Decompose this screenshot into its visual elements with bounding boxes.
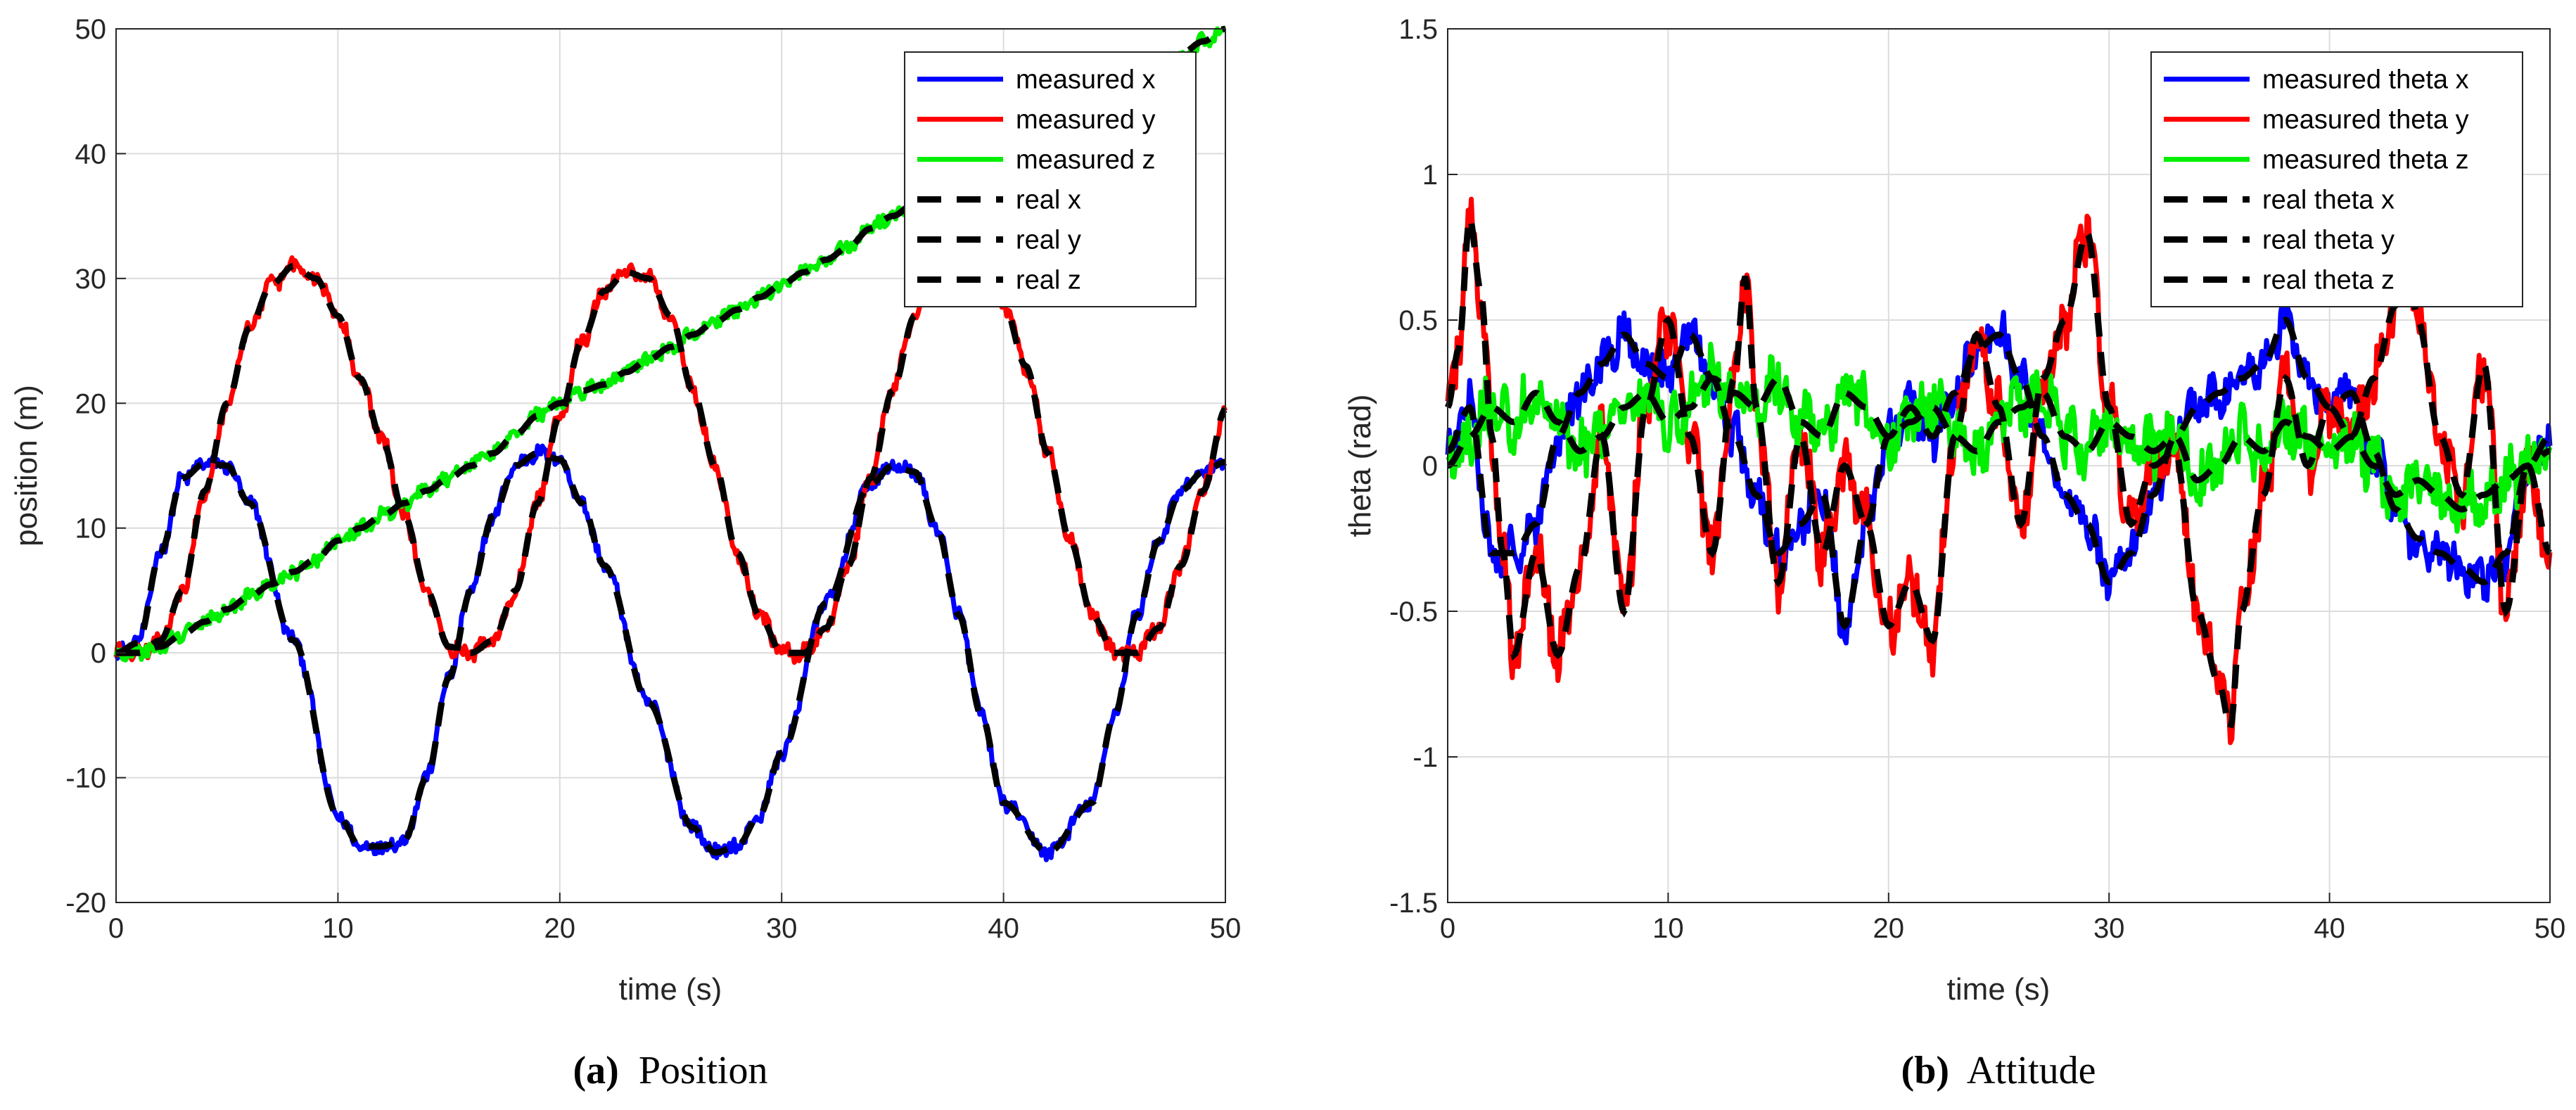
y-tick-label: -1 <box>1413 742 1438 773</box>
x-tick-label: 40 <box>2314 913 2345 944</box>
legend-a: measured x measured y measured z real x real… <box>904 51 1197 307</box>
x-tick-label: 50 <box>1210 913 1242 944</box>
y-tick-label: 40 <box>75 139 107 170</box>
y-tick-label: -0.5 <box>1389 597 1438 627</box>
x-tick-label: 10 <box>322 913 354 944</box>
ticks-a: 0 10 20 30 40 50 -20 -10 0 10 20 30 40 50 <box>65 14 1241 944</box>
y-tick-label: 1 <box>1422 160 1438 191</box>
y-tick-label: 0.5 <box>1398 305 1438 336</box>
xlabel-a: time (s) <box>619 972 722 1007</box>
legend-label: measured theta x <box>2262 65 2469 95</box>
series-line-real-z <box>116 25 1226 656</box>
legend-label: real z <box>1016 266 1081 295</box>
legend-box <box>904 51 1197 307</box>
y-tick-label: 0 <box>91 638 106 669</box>
series-line-real-theta-x <box>1446 317 2551 631</box>
legend-label: measured y <box>1016 106 1156 135</box>
legend-label: real theta x <box>2262 186 2395 215</box>
legend-label: measured theta z <box>2262 146 2469 175</box>
legend-label: real x <box>1016 186 1081 215</box>
caption-a-text: Position <box>639 1049 768 1092</box>
caption-b-text: Attitude <box>1967 1049 2096 1092</box>
x-tick-label: 0 <box>108 913 124 944</box>
x-tick-label: 10 <box>1652 913 1684 944</box>
axes-box-a <box>115 28 1226 903</box>
y-tick-label: -20 <box>65 888 106 919</box>
ticks-b: 0 10 20 30 40 50 -1.5 -1 -0.5 0 0.5 1 1.5 <box>1389 14 2565 944</box>
legend-label: real theta y <box>2262 226 2395 255</box>
y-tick-label: 0 <box>1422 451 1438 482</box>
y-tick-label: 1.5 <box>1398 14 1438 45</box>
legend-box <box>2150 51 2523 307</box>
series-line-real-theta-z <box>1446 375 2551 513</box>
legend-label: real y <box>1016 226 1081 255</box>
x-tick-label: 20 <box>1873 913 1905 944</box>
series-line-measured-y <box>113 243 1228 665</box>
y-tick-label: 20 <box>75 388 107 419</box>
position-chart: 0 10 20 30 40 50 -20 -10 0 10 20 30 40 50 time (s) po… <box>9 14 1241 1007</box>
series-line-real-theta-y <box>1444 207 2552 736</box>
x-tick-label: 20 <box>544 913 576 944</box>
x-tick-label: 30 <box>766 913 798 944</box>
ylabel-a: position (m) <box>9 385 44 547</box>
y-tick-label: -10 <box>65 763 106 794</box>
legend-label: real theta z <box>2262 266 2395 295</box>
x-tick-label: 50 <box>2534 913 2566 944</box>
legend-label: measured x <box>1016 65 1156 95</box>
y-tick-label: 50 <box>75 14 107 45</box>
legend-label: measured theta y <box>2262 106 2469 135</box>
y-tick-label: -1.5 <box>1389 888 1438 919</box>
y-tick-label: 10 <box>75 513 107 544</box>
caption-a: (a) Position <box>573 1049 768 1092</box>
series-line-measured-theta-x <box>1445 301 2553 646</box>
caption-a-letter: (a) <box>573 1049 619 1092</box>
y-tick-label: 30 <box>75 264 107 295</box>
caption-b-letter: (b) <box>1901 1049 1949 1092</box>
x-tick-label: 40 <box>988 913 1019 944</box>
x-tick-label: 0 <box>1440 913 1455 944</box>
legend-label: measured z <box>1016 146 1156 175</box>
ylabel-b: theta (rad) <box>1343 395 1377 537</box>
caption-b: (b) Attitude <box>1901 1049 2096 1092</box>
xlabel-b: time (s) <box>1947 972 2051 1007</box>
attitude-chart: 0 10 20 30 40 50 -1.5 -1 -0.5 0 0.5 1 1.5 time (s) t… <box>1343 14 2565 1007</box>
x-tick-label: 30 <box>2093 913 2125 944</box>
legend-b: measured theta x measured theta y measured… <box>2150 51 2523 307</box>
series-b <box>1444 196 2553 746</box>
series-a <box>113 25 1228 862</box>
series-line-real-x <box>115 449 1226 856</box>
